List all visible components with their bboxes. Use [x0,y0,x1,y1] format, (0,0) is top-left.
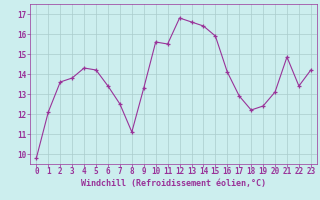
X-axis label: Windchill (Refroidissement éolien,°C): Windchill (Refroidissement éolien,°C) [81,179,266,188]
